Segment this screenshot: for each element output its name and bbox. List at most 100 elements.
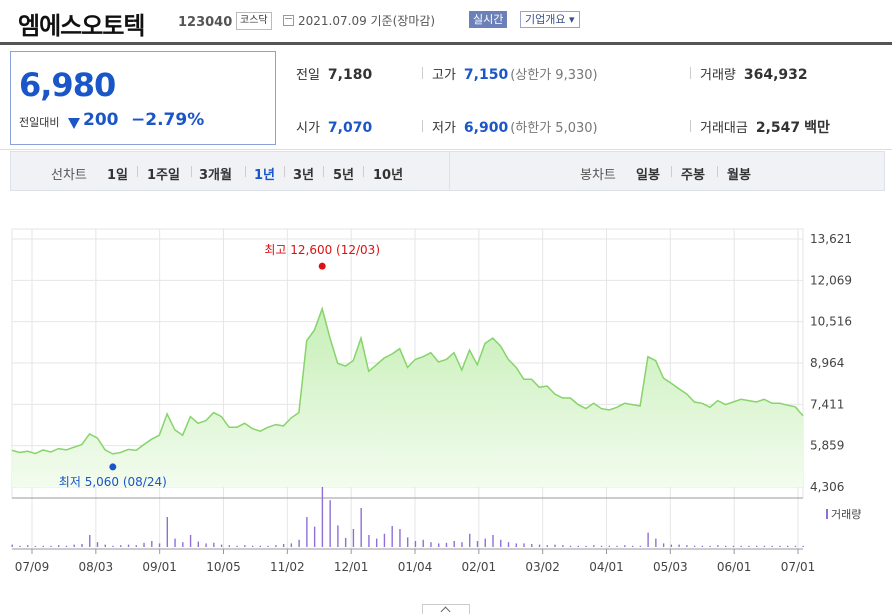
change-label: 전일대비: [19, 116, 60, 129]
volume-bar: [779, 545, 781, 547]
realtime-button[interactable]: 실시간: [469, 11, 508, 28]
candle-chart-label: 봉차트: [580, 168, 616, 183]
volume-bar: [360, 508, 362, 547]
tab-separator: [191, 166, 192, 177]
company-overview-button[interactable]: 기업개요 ▾: [520, 11, 580, 28]
tab-1d[interactable]: 1일: [107, 168, 129, 183]
low-value: 6,900: [463, 120, 509, 136]
price-chart[interactable]: 13,621 12,069 10,516 8,964 7,411 5,859 4,306 0…: [0, 192, 892, 604]
tab-5y[interactable]: 5년: [333, 168, 355, 183]
tab-separator: [323, 166, 324, 177]
volume-bar: [65, 545, 68, 547]
volume-bar: [445, 542, 448, 547]
change-value: 200: [83, 110, 119, 130]
x-tick-label: 09/01: [142, 560, 177, 574]
volume-bar: [112, 545, 114, 547]
divider: [422, 67, 423, 79]
volume-bar: [135, 545, 137, 547]
volume-bar: [197, 541, 200, 547]
volume-bar: [228, 545, 231, 547]
volume-bar: [531, 544, 533, 547]
high-marker: [318, 262, 326, 270]
volume-label: 거래량: [700, 68, 736, 83]
prev-close-label: 전일: [296, 68, 320, 83]
volume-bar: [329, 500, 331, 547]
volume-bar: [11, 544, 13, 547]
x-tick-label: 01/04: [398, 560, 433, 574]
x-tick-label: 10/05: [206, 560, 241, 574]
volume-bar: [600, 545, 603, 547]
volume-bar: [624, 545, 626, 547]
price-box: 6,980 전일대비 200 −2.79%: [10, 51, 276, 145]
volume-bar: [73, 544, 75, 547]
tab-divider: [449, 152, 450, 190]
day-low: 저가 6,900 (하한가 5,030): [432, 117, 598, 136]
tab-3m[interactable]: 3개월: [199, 168, 232, 183]
tab-separator: [671, 166, 672, 177]
volume-bar: [383, 533, 386, 547]
tab-1w[interactable]: 1주일: [147, 168, 180, 183]
tab-1y[interactable]: 1년: [254, 168, 276, 183]
volume-bar: [158, 543, 161, 547]
volume-legend: 거래량: [831, 508, 861, 521]
volume-bar: [251, 545, 254, 547]
volume-bar: [143, 542, 145, 547]
price-line: [11, 306, 804, 455]
high-label: 고가: [432, 68, 456, 83]
volume-bar: [717, 545, 719, 547]
tab-separator: [717, 166, 718, 177]
volume-bar: [174, 538, 176, 547]
volume-bar: [662, 543, 665, 547]
volume-bar: [461, 542, 463, 547]
volume-bar: [282, 544, 285, 547]
volume-bar: [569, 545, 572, 547]
volume-bar: [554, 544, 556, 547]
tab-separator: [363, 166, 364, 177]
volume-bar: [407, 537, 409, 547]
volume-bar: [344, 538, 347, 547]
tab-monthly-candle[interactable]: 월봉: [727, 168, 751, 183]
tab-10y[interactable]: 10년: [373, 168, 404, 183]
volume-bar: [120, 545, 122, 547]
tab-separator: [284, 166, 285, 177]
collapse-chart-button[interactable]: [422, 604, 470, 614]
volume-bar: [538, 544, 541, 547]
x-tick-label: 05/03: [653, 560, 688, 574]
volume-bar: [492, 535, 494, 547]
volume-bar: [748, 545, 750, 547]
y-tick-label: 10,516: [810, 315, 852, 329]
amount-unit: 백만: [804, 120, 830, 136]
tab-weekly-candle[interactable]: 주봉: [681, 168, 705, 183]
volume-bar: [686, 545, 688, 547]
volume-bar: [794, 545, 797, 547]
volume-bar: [352, 529, 355, 547]
volume-bar: [647, 532, 649, 547]
volume-bar: [422, 539, 424, 547]
high-annotation: 최고 12,600 (12/03): [264, 243, 380, 257]
day-high: 고가 7,150 (상한가 9,330): [432, 64, 598, 83]
volume-bar: [189, 535, 192, 547]
volume-bar: [786, 545, 789, 547]
volume-bar: [616, 545, 618, 547]
volume-bar: [368, 535, 370, 547]
y-tick-label: 8,964: [810, 356, 844, 370]
volume-bar: [220, 544, 223, 547]
y-tick-label: 4,306: [810, 480, 844, 494]
volume-bar: [151, 541, 153, 547]
x-tick-label: 03/02: [525, 560, 560, 574]
volume-bar: [701, 545, 704, 547]
volume-bar: [298, 539, 300, 547]
volume-bar: [771, 545, 773, 547]
volume-bar: [337, 525, 339, 547]
low-marker: [109, 463, 117, 471]
volume-bar: [523, 543, 525, 547]
volume-bar: [476, 541, 479, 547]
tab-separator: [245, 166, 246, 177]
down-arrow-icon: [68, 118, 80, 129]
tab-3y[interactable]: 3년: [293, 168, 315, 183]
price-area: [12, 308, 803, 487]
volume-bar: [321, 487, 324, 547]
tab-daily-candle[interactable]: 일봉: [636, 168, 660, 183]
volume-bar: [104, 544, 106, 547]
amount-value: 2,547: [755, 120, 801, 136]
